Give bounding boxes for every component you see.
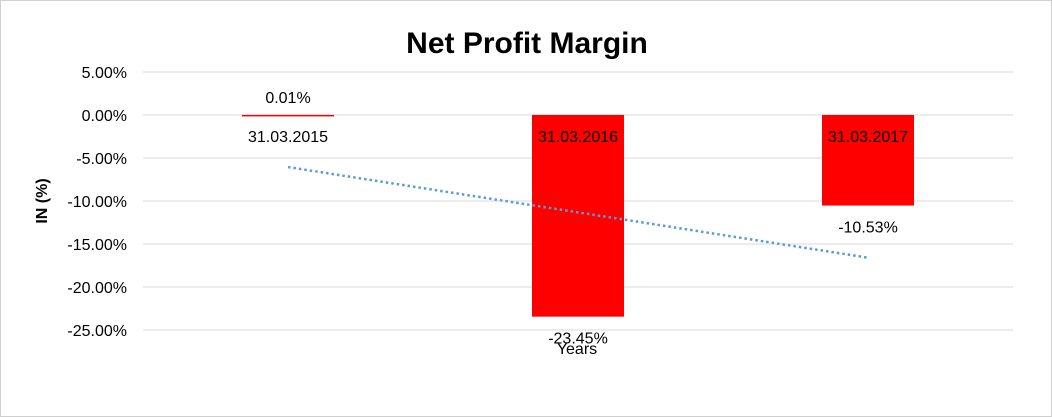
bar — [822, 115, 914, 206]
chart-title: Net Profit Margin — [406, 27, 648, 60]
y-tick-label: 0.00% — [82, 108, 127, 125]
category-label: 31.03.2017 — [828, 129, 908, 146]
data-label: -10.53% — [838, 220, 898, 237]
x-axis-title: Years — [557, 341, 597, 358]
bars — [242, 114, 914, 317]
y-axis-title: IN (%) — [34, 178, 51, 223]
y-tick-label: 5.00% — [82, 65, 127, 82]
bar — [242, 114, 334, 117]
y-tick-label: -15.00% — [67, 237, 127, 254]
trendline — [287, 165, 869, 259]
y-tick-label: -25.00% — [67, 323, 127, 340]
category-label: 31.03.2016 — [538, 129, 618, 146]
data-label: 0.01% — [265, 90, 310, 107]
y-axis-ticks: 5.00% 0.00% -5.00% -10.00% -15.00% -20.00% -25… — [67, 65, 127, 340]
category-label: 31.03.2015 — [248, 129, 328, 146]
y-tick-label: -20.00% — [67, 280, 127, 297]
labels: 31.03.2015 0.01% 31.03.2016 -23.45% 31.03.20… — [248, 90, 908, 348]
data-label: -23.45% — [548, 331, 608, 348]
trendline-layer — [287, 165, 869, 259]
y-tick-label: -10.00% — [67, 194, 127, 211]
y-tick-label: -5.00% — [76, 151, 127, 168]
bar — [532, 115, 624, 317]
